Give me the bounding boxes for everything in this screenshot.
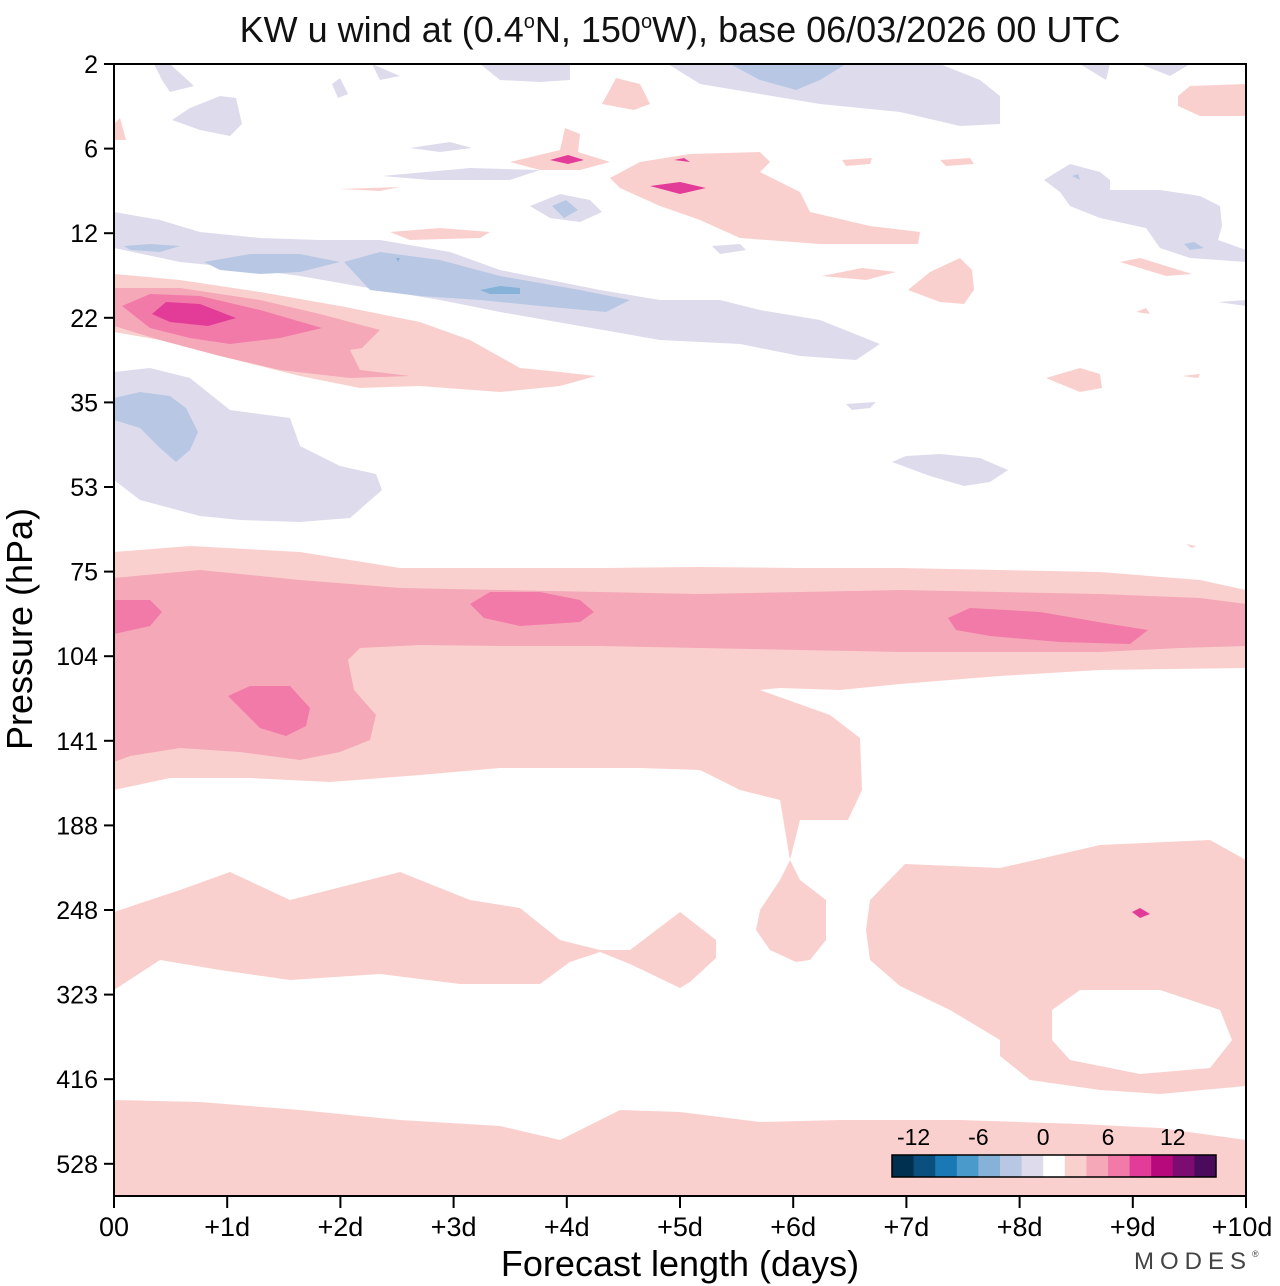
x-tick-label: 00 [99,1212,129,1242]
y-tick-label: 53 [70,474,98,502]
contour-level-pos1 [114,78,1246,1196]
y-tick-label: 6 [84,136,98,164]
x-axis: 00 +1d +2d +3d +4d +5d +6d +7d +8d +9d +10d [99,1196,1272,1242]
chart-title: KW u wind at (0.4oN, 150oW), base 06/03/… [239,9,1121,50]
x-tick-label: +3d [431,1212,477,1242]
colorbar-swatch [913,1155,936,1177]
x-tick-label: +7d [883,1212,929,1242]
colorbar-swatch [935,1155,958,1177]
colorbar-tick-label: 6 [1102,1124,1115,1150]
y-tick-label: 416 [56,1066,98,1094]
modes-logo: MODES® [1134,1248,1259,1275]
colorbar-swatch [1021,1155,1044,1177]
colorbar-swatch [1086,1155,1109,1177]
colorbar-swatch [1043,1155,1066,1177]
colorbar-swatch [1064,1155,1087,1177]
x-tick-label: +1d [204,1212,250,1242]
x-axis-label: Forecast length (days) [501,1243,859,1284]
colorbar-swatch [1000,1155,1022,1177]
contour-level-pos4 [152,155,1150,918]
x-tick-label: +4d [544,1212,590,1242]
y-tick-label: 188 [56,812,98,840]
y-tick-label: 75 [70,559,98,587]
colorbar-swatch [956,1155,979,1177]
y-axis: 2 6 12 22 35 53 75 104 141 188 248 323 416 528 [56,51,114,1179]
colorbar-swatch [1108,1155,1130,1177]
x-tick-label: +6d [770,1212,816,1242]
colorbar-legend: -12 -6 0 6 12 [891,1124,1217,1178]
x-tick-label: +2d [317,1212,363,1242]
y-tick-label: 248 [56,897,98,925]
contour-level-neg1 [114,64,1246,522]
y-tick-label: 528 [56,1151,98,1179]
y-tick-label: 2 [84,51,98,79]
y-tick-label: 12 [70,220,98,248]
contour-level-neg3 [396,258,520,294]
colorbar-swatch [892,1155,914,1177]
y-tick-label: 35 [70,389,98,417]
x-tick-label: +9d [1110,1212,1156,1242]
colorbar-swatch [1172,1155,1195,1177]
y-tick-label: 22 [70,305,98,333]
colorbar-swatch [1194,1155,1217,1177]
x-tick-label: +5d [657,1212,703,1242]
contour-level-neg2 [114,64,1204,462]
colorbar-frame [891,1154,1217,1178]
colorbar-swatch [1151,1155,1174,1177]
colorbar-swatch [978,1155,1001,1177]
x-tick-label: +8d [997,1212,1043,1242]
y-tick-label: 141 [56,728,98,756]
colorbar-swatch [1129,1155,1152,1177]
y-tick-label: 104 [56,643,98,671]
x-tick-label: +10d [1212,1212,1273,1242]
colorbar-tick-label: 0 [1037,1124,1050,1150]
y-tick-label: 323 [56,982,98,1010]
y-axis-label: Pressure (hPa) [0,508,40,750]
colorbar-tick-label: -12 [897,1124,930,1150]
colorbar-tick-label: -6 [968,1124,988,1150]
contour-field [114,64,1246,1196]
colorbar-tick-label: 12 [1160,1124,1186,1150]
